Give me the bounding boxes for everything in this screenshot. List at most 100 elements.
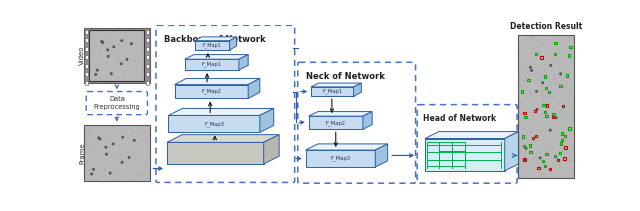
Bar — [452, 142, 465, 151]
Circle shape — [91, 173, 92, 175]
Bar — [562, 105, 564, 107]
Bar — [85, 47, 88, 51]
Text: Data
Preprocessing: Data Preprocessing — [93, 96, 140, 110]
Text: Video: Video — [79, 46, 85, 65]
Circle shape — [536, 109, 538, 110]
Circle shape — [108, 55, 109, 57]
Polygon shape — [505, 132, 518, 171]
Circle shape — [109, 172, 111, 174]
Polygon shape — [308, 112, 372, 116]
Bar — [146, 47, 148, 51]
Circle shape — [105, 146, 107, 148]
Bar — [545, 115, 548, 117]
Bar — [524, 116, 527, 118]
Text: Detection Result: Detection Result — [509, 23, 582, 31]
Bar — [146, 55, 148, 59]
Bar — [534, 110, 536, 112]
Bar — [544, 165, 546, 167]
Bar — [146, 64, 148, 68]
Bar — [529, 144, 531, 147]
Circle shape — [542, 82, 543, 84]
Bar — [540, 56, 543, 59]
Circle shape — [550, 65, 552, 66]
Bar — [85, 81, 88, 85]
Bar — [568, 127, 570, 130]
Bar — [146, 38, 148, 42]
Bar — [545, 153, 548, 156]
Bar — [552, 112, 555, 115]
Circle shape — [536, 91, 537, 92]
Circle shape — [525, 147, 527, 149]
Circle shape — [128, 157, 130, 158]
Text: Frame: Frame — [79, 142, 85, 164]
Text: F_Map1: F_Map1 — [322, 89, 342, 94]
Bar — [554, 42, 557, 44]
Circle shape — [121, 40, 122, 42]
Bar — [564, 146, 567, 149]
Bar — [428, 160, 465, 166]
Polygon shape — [264, 135, 279, 164]
Circle shape — [131, 43, 132, 45]
Bar — [529, 151, 532, 153]
Polygon shape — [175, 78, 260, 85]
Bar — [546, 104, 548, 107]
Bar — [559, 152, 561, 154]
Circle shape — [550, 130, 551, 131]
Bar — [85, 55, 88, 59]
Polygon shape — [363, 112, 372, 129]
Text: F_Map1: F_Map1 — [203, 42, 221, 48]
Text: F_Map2: F_Map2 — [202, 89, 221, 94]
Polygon shape — [167, 135, 279, 142]
Bar — [85, 64, 88, 68]
Polygon shape — [239, 55, 248, 70]
Polygon shape — [248, 78, 260, 99]
Circle shape — [134, 140, 135, 141]
Circle shape — [113, 143, 114, 145]
Bar — [84, 125, 150, 181]
Polygon shape — [184, 55, 248, 59]
Polygon shape — [168, 115, 260, 132]
Circle shape — [113, 46, 115, 48]
Bar — [522, 135, 524, 138]
Polygon shape — [375, 144, 388, 167]
Bar — [146, 30, 148, 34]
Polygon shape — [425, 132, 518, 138]
Bar — [439, 151, 465, 160]
Bar — [561, 139, 563, 141]
Polygon shape — [425, 138, 505, 171]
Text: F_Map3: F_Map3 — [330, 156, 351, 161]
Bar — [524, 158, 525, 161]
Circle shape — [106, 153, 108, 155]
Circle shape — [99, 138, 101, 140]
Polygon shape — [305, 150, 375, 167]
Circle shape — [126, 59, 128, 60]
Polygon shape — [311, 87, 353, 96]
Polygon shape — [260, 108, 274, 132]
Bar — [85, 38, 88, 42]
Bar — [522, 145, 525, 147]
Polygon shape — [311, 83, 362, 87]
Polygon shape — [168, 108, 274, 115]
Circle shape — [556, 117, 557, 119]
Bar — [85, 30, 88, 34]
Bar — [544, 76, 546, 78]
Bar — [518, 35, 573, 178]
Bar — [532, 137, 534, 139]
Text: F_Map2: F_Map2 — [326, 120, 346, 126]
Circle shape — [560, 73, 561, 74]
Polygon shape — [353, 83, 362, 96]
Bar — [439, 142, 452, 151]
Bar — [146, 72, 148, 76]
Bar — [542, 160, 545, 162]
Bar — [566, 74, 568, 77]
Bar — [557, 159, 559, 161]
Circle shape — [107, 49, 108, 51]
Bar — [84, 28, 150, 83]
Circle shape — [101, 41, 102, 42]
Polygon shape — [230, 37, 237, 50]
Bar — [552, 116, 554, 118]
Bar — [146, 81, 148, 85]
Text: F_Map3: F_Map3 — [204, 121, 224, 127]
Bar — [544, 111, 546, 113]
Circle shape — [122, 136, 124, 138]
